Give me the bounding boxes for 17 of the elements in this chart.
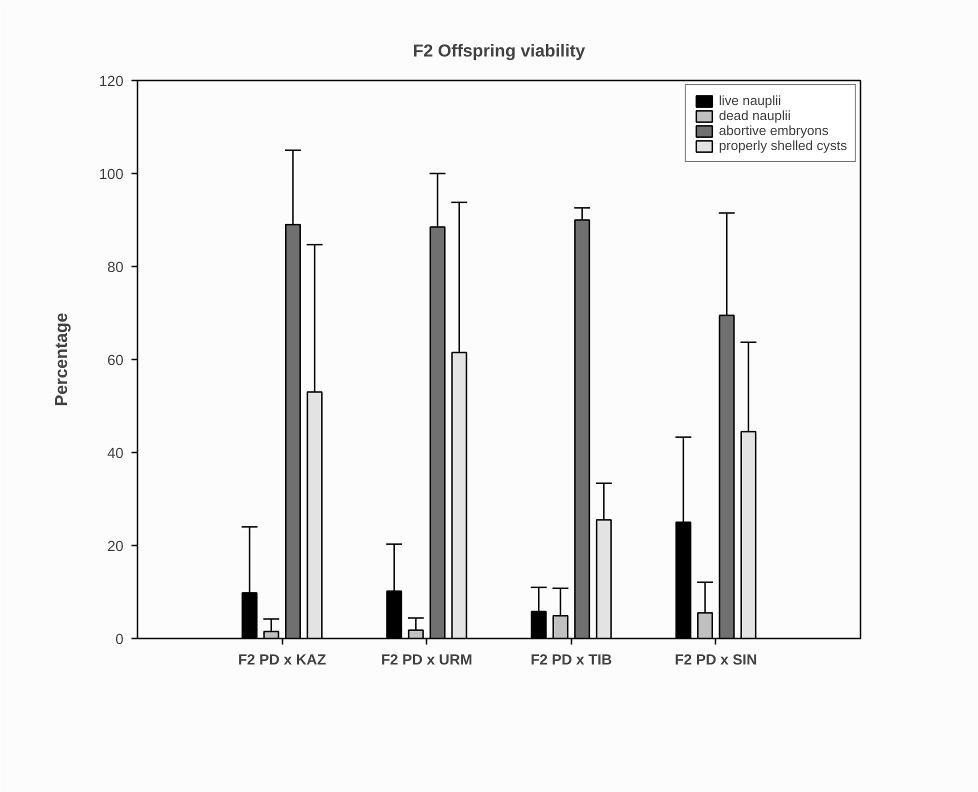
y-tick-label: 120	[99, 74, 124, 90]
y-tick-label: 0	[115, 632, 124, 648]
y-tick-label: 80	[107, 260, 124, 276]
y-tick-label: 20	[107, 539, 124, 555]
x-tick-label: F2 PD x SIN	[674, 652, 758, 668]
y-tick-label: 60	[107, 353, 124, 369]
x-tick-label: F2 PD x TIB	[530, 652, 612, 668]
legend-label: live nauplii	[718, 93, 782, 108]
legend-label: abortive embryons	[718, 123, 828, 138]
chart-title: F2 Offspring viability	[412, 40, 586, 60]
y-axis-title: Percentage	[51, 312, 72, 406]
y-tick-label: 40	[107, 446, 124, 462]
legend-label: dead nauplii	[718, 108, 791, 123]
x-tick-label: F2 PD x KAZ	[238, 652, 326, 668]
legend-label: properly shelled cysts	[718, 138, 847, 153]
x-tick-label: F2 PD x URM	[381, 652, 472, 668]
y-tick-label: 100	[99, 167, 124, 183]
